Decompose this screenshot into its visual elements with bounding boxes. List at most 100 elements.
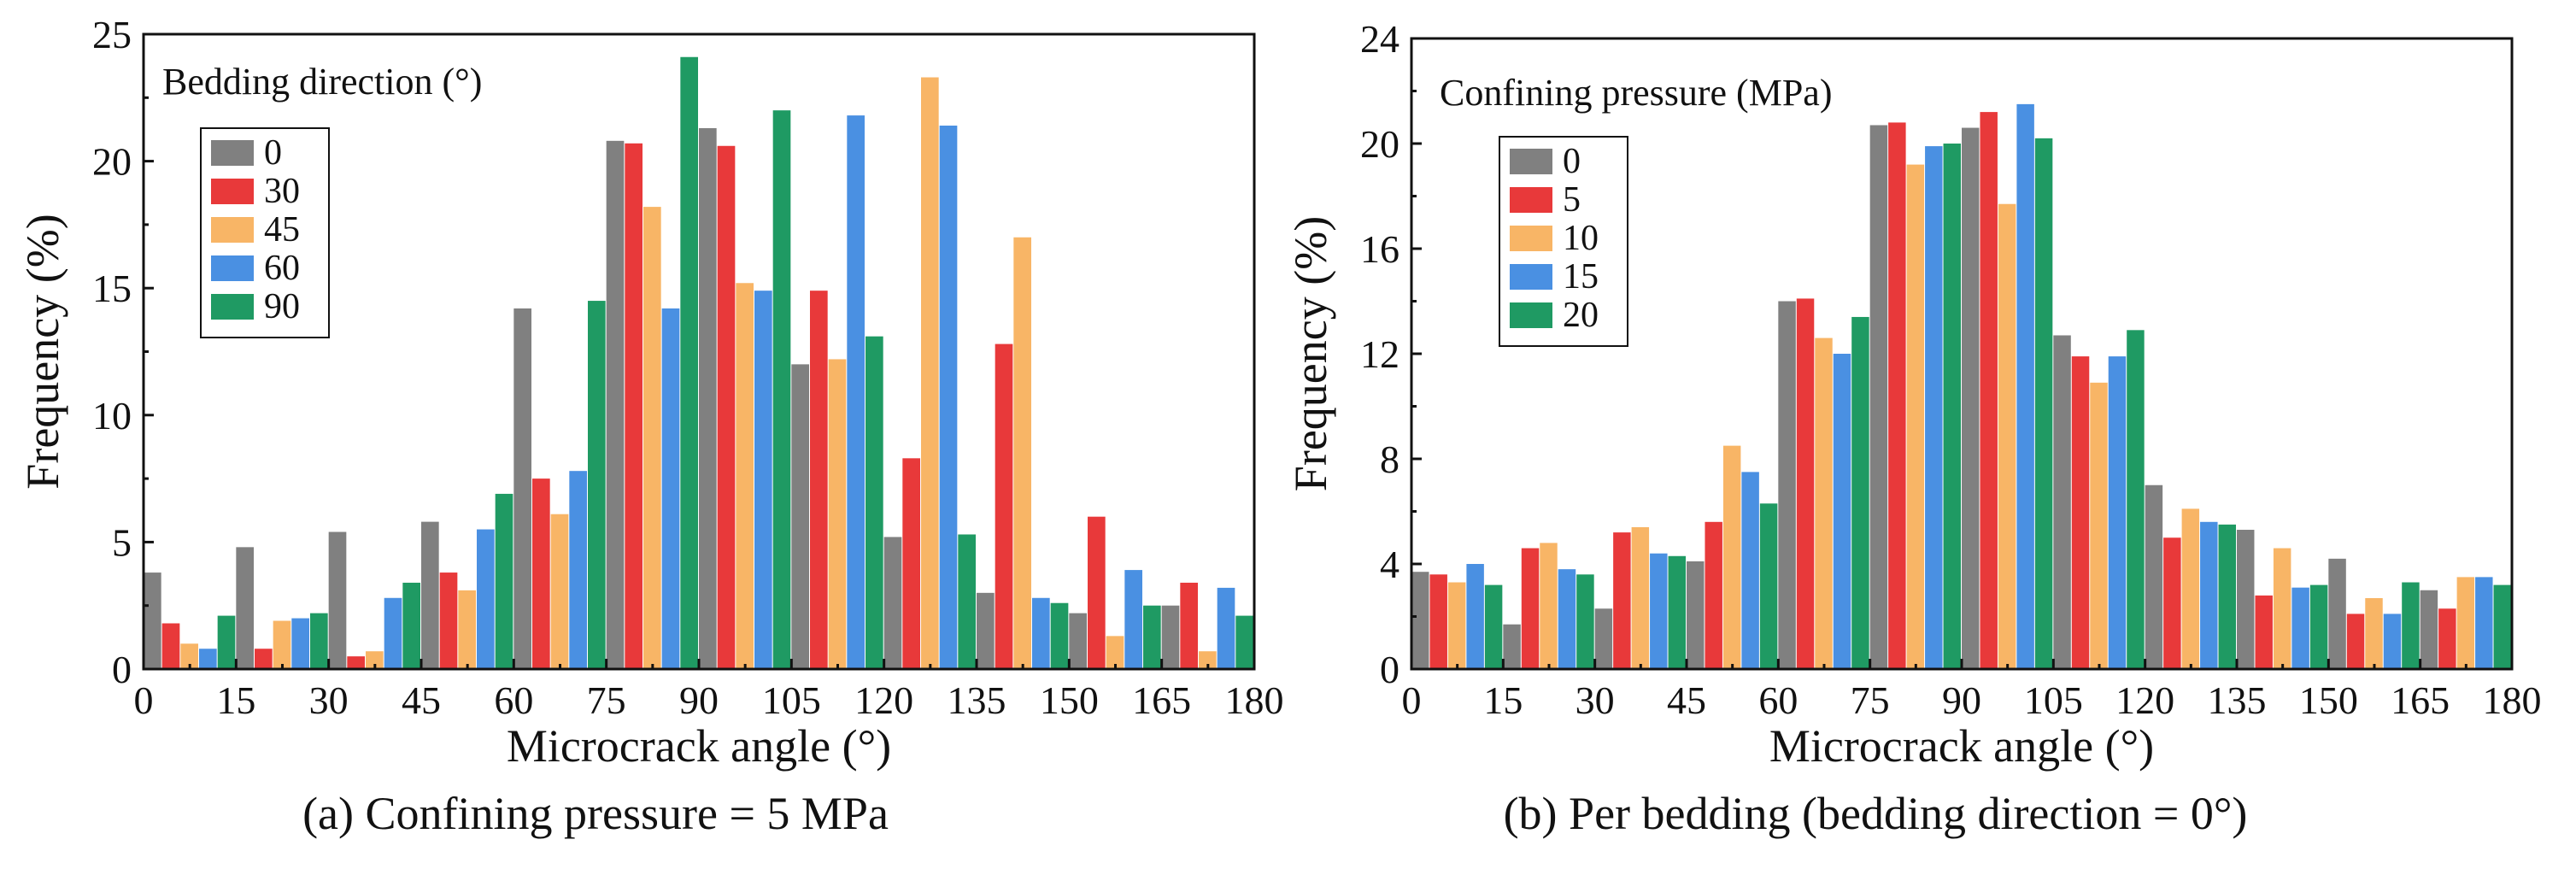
xtick-label-1-7: 105 bbox=[2024, 678, 2083, 722]
legend-swatch-1-0 bbox=[1510, 149, 1552, 174]
legend-label-0-4: 90 bbox=[264, 287, 300, 326]
bar-1-s3-b11 bbox=[2475, 577, 2493, 670]
bar-1-s0-b0 bbox=[1411, 572, 1429, 669]
xtick-label-0-12: 180 bbox=[1225, 678, 1284, 722]
ytick-label-0-1: 5 bbox=[112, 520, 132, 564]
xtick-label-0-2: 30 bbox=[309, 678, 349, 722]
bar-1-s4-b10 bbox=[2402, 582, 2420, 669]
bar-0-s3-b1 bbox=[291, 618, 309, 669]
bar-0-s3-b6 bbox=[754, 291, 772, 669]
bar-0-s2-b0 bbox=[180, 643, 198, 669]
legend-label-0-3: 60 bbox=[264, 249, 300, 288]
xtick-label-1-0: 0 bbox=[1402, 678, 1422, 722]
ylabel-1: Frequency (%) bbox=[1285, 216, 1336, 491]
legend-swatch-1-1 bbox=[1510, 187, 1552, 213]
legend-swatch-0-1 bbox=[211, 179, 254, 204]
bar-0-s2-b7 bbox=[828, 359, 847, 669]
bar-0-s2-b1 bbox=[273, 620, 291, 669]
legend-label-1-1: 5 bbox=[1563, 180, 1581, 220]
bar-1-s2-b0 bbox=[1447, 582, 1466, 669]
ytick-label-0-5: 25 bbox=[92, 13, 132, 56]
xtick-label-1-9: 135 bbox=[2208, 678, 2267, 722]
xtick-label-0-0: 0 bbox=[134, 678, 154, 722]
bar-1-s1-b2 bbox=[1613, 532, 1631, 669]
xtick-label-0-3: 45 bbox=[402, 678, 441, 722]
legend-swatch-0-3 bbox=[211, 255, 254, 281]
bar-1-s0-b11 bbox=[2420, 590, 2438, 669]
xtick-label-0-4: 60 bbox=[494, 678, 533, 722]
xtick-label-0-5: 75 bbox=[587, 678, 626, 722]
ytick-label-1-2: 8 bbox=[1380, 437, 1399, 481]
bar-0-s4-b10 bbox=[1143, 605, 1161, 669]
bar-0-s1-b9 bbox=[995, 343, 1013, 669]
legend-swatch-1-4 bbox=[1510, 302, 1552, 328]
bar-0-s0-b8 bbox=[883, 537, 902, 669]
panel-b: (b) Per bedding (bedding direction = 0°) bbox=[1504, 788, 2248, 839]
chart-0: 0 15 30 45 60 75 90 105 120 135 150 165 180051015202… bbox=[17, 13, 1284, 772]
bar-0-s1-b10 bbox=[1088, 516, 1106, 669]
bar-1-s0-b7 bbox=[2053, 335, 2071, 669]
bar-0-s1-b0 bbox=[161, 623, 180, 669]
bar-0-s2-b2 bbox=[366, 651, 384, 669]
legend-label-1-3: 15 bbox=[1563, 257, 1599, 297]
bar-0-s4-b7 bbox=[866, 336, 883, 669]
bar-0-s0-b1 bbox=[236, 547, 254, 669]
xtick-label-0-9: 135 bbox=[948, 678, 1006, 722]
legend-swatch-1-2 bbox=[1510, 226, 1552, 251]
ytick-label-1-3: 12 bbox=[1360, 332, 1399, 376]
bar-0-s3-b10 bbox=[1124, 570, 1142, 669]
bar-1-s1-b4 bbox=[1796, 298, 1815, 669]
legend-label-1-2: 10 bbox=[1563, 219, 1599, 258]
bar-1-s2-b5 bbox=[1906, 164, 1925, 670]
bar-1-s0-b6 bbox=[1962, 127, 1980, 670]
bar-1-s2-b1 bbox=[1540, 543, 1558, 669]
bar-1-s0-b4 bbox=[1778, 301, 1796, 669]
bar-1-s3-b5 bbox=[1925, 146, 1943, 669]
bar-0-s3-b2 bbox=[384, 597, 402, 669]
bar-0-s0-b7 bbox=[791, 364, 809, 669]
bar-0-s3-b4 bbox=[569, 471, 587, 669]
bar-0-s1-b11 bbox=[1180, 582, 1198, 669]
bar-0-s2-b4 bbox=[550, 514, 569, 669]
bar-1-s2-b4 bbox=[1815, 338, 1833, 669]
bar-1-s0-b5 bbox=[1869, 125, 1888, 670]
legend-label-1-0: 0 bbox=[1563, 142, 1581, 181]
bar-0-s1-b4 bbox=[532, 479, 550, 669]
bar-1-s4-b3 bbox=[1759, 503, 1778, 669]
bar-0-s4-b9 bbox=[1050, 602, 1069, 669]
bar-1-s4-b4 bbox=[1851, 316, 1869, 669]
bar-0-s2-b3 bbox=[458, 590, 476, 669]
bar-1-s2-b7 bbox=[2090, 382, 2108, 669]
bar-1-s4-b11 bbox=[2493, 584, 2511, 669]
bar-0-s1-b3 bbox=[439, 572, 458, 669]
bar-0-s1-b7 bbox=[810, 291, 828, 669]
bar-0-s3-b7 bbox=[847, 115, 865, 670]
bar-1-s2-b6 bbox=[1998, 203, 2016, 670]
xlabel-1: Microcrack angle (°) bbox=[1769, 720, 2154, 772]
ytick-label-1-5: 20 bbox=[1360, 122, 1399, 166]
xtick-label-1-4: 60 bbox=[1758, 678, 1798, 722]
bar-0-s3-b9 bbox=[1032, 597, 1050, 669]
bar-1-s2-b9 bbox=[2273, 548, 2291, 669]
bar-0-s0-b5 bbox=[606, 140, 625, 669]
xtick-label-1-10: 150 bbox=[2299, 678, 2358, 722]
bar-0-s2-b10 bbox=[1106, 636, 1124, 669]
bar-1-s1-b6 bbox=[1980, 112, 1998, 670]
bar-1-s0-b1 bbox=[1503, 624, 1521, 669]
bar-1-s1-b5 bbox=[1888, 122, 1906, 669]
bar-0-s1-b2 bbox=[347, 656, 365, 669]
bar-0-s1-b6 bbox=[717, 145, 736, 669]
legend-label-0-1: 30 bbox=[264, 172, 300, 211]
bar-1-s2-b10 bbox=[2365, 597, 2383, 669]
ytick-label-0-2: 10 bbox=[92, 394, 132, 437]
ytick-label-1-1: 4 bbox=[1380, 543, 1399, 586]
bar-1-s0-b3 bbox=[1687, 561, 1705, 669]
xtick-label-0-1: 15 bbox=[216, 678, 255, 722]
xtick-label-0-7: 105 bbox=[762, 678, 821, 722]
bar-0-s4-b1 bbox=[310, 613, 328, 669]
bar-1-s0-b2 bbox=[1594, 608, 1613, 669]
bar-1-s0-b9 bbox=[2237, 530, 2255, 669]
xtick-label-1-1: 15 bbox=[1483, 678, 1523, 722]
bar-1-s3-b10 bbox=[2383, 614, 2402, 669]
